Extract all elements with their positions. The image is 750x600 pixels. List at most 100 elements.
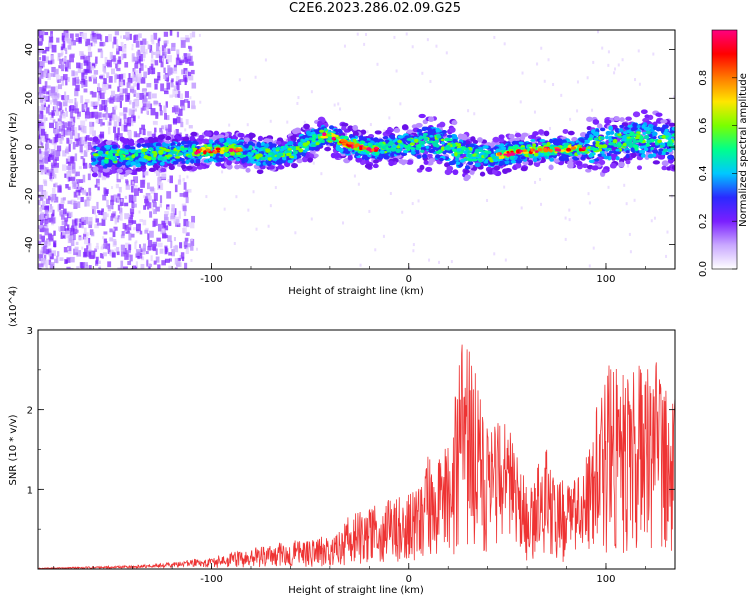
heatmap-cell	[176, 116, 181, 124]
heatmap-cell	[168, 67, 173, 75]
heatmap-cell	[80, 262, 86, 269]
heatmap-cell	[388, 160, 395, 167]
heatmap-cell	[97, 95, 100, 101]
heatmap-cell	[60, 234, 64, 239]
heatmap-cell	[628, 139, 633, 142]
heatmap-cell	[626, 164, 629, 168]
heatmap-cell	[115, 74, 121, 79]
heatmap-cell	[442, 151, 447, 155]
heatmap-cell	[421, 126, 427, 132]
heatmap-cell	[438, 260, 441, 264]
heatmap-cell	[78, 166, 82, 170]
heatmap-cell	[123, 124, 128, 132]
heatmap-cell	[208, 139, 214, 143]
heatmap-cell	[667, 155, 673, 160]
heatmap-cell	[534, 180, 537, 184]
heatmap-cell	[47, 60, 53, 65]
heatmap-cell	[129, 208, 135, 215]
heatmap-cell	[157, 177, 160, 184]
heatmap-cell	[81, 78, 86, 85]
heatmap-cell	[67, 121, 73, 128]
heatmap-cell	[581, 163, 589, 169]
heatmap-cell	[395, 148, 401, 154]
heatmap-cell	[276, 140, 282, 145]
heatmap-cell	[160, 83, 165, 92]
heatmap-cell	[72, 130, 75, 136]
heatmap-cell	[474, 162, 481, 168]
heatmap-cell	[671, 165, 675, 171]
heatmap-cell	[625, 133, 630, 137]
heatmap-cell	[527, 159, 534, 166]
heatmap-cell	[192, 147, 198, 150]
heatmap-cell	[379, 150, 385, 154]
heatmap-cell	[609, 130, 615, 135]
heatmap-cell	[548, 164, 554, 171]
heatmap-cell	[204, 131, 212, 137]
heatmap-cell	[44, 56, 49, 63]
heatmap-cell	[173, 105, 179, 112]
heatmap-cell	[190, 258, 193, 262]
heatmap-cell	[83, 79, 88, 87]
heatmap-cell	[185, 247, 189, 254]
heatmap-cell	[47, 70, 50, 74]
heatmap-cell	[426, 38, 429, 42]
heatmap-cell	[111, 213, 116, 218]
heatmap-cell	[146, 92, 150, 97]
heatmap-cell	[493, 35, 496, 39]
heatmap-cell	[82, 251, 87, 258]
heatmap-cell	[184, 128, 187, 132]
heatmap-cell	[70, 116, 76, 123]
heatmap-cell	[133, 131, 138, 138]
heatmap-cell	[103, 154, 108, 157]
heatmap-cell	[83, 57, 87, 64]
heatmap-cell	[91, 172, 98, 178]
heatmap-cell	[102, 168, 110, 173]
heatmap-cell	[120, 250, 125, 257]
heatmap-cell	[586, 116, 593, 122]
heatmap-cell	[45, 95, 48, 100]
heatmap-cell	[74, 218, 78, 226]
heatmap-cell	[553, 141, 560, 147]
heatmap-cell	[446, 134, 453, 139]
heatmap-cell	[650, 147, 654, 151]
heatmap-cell	[601, 153, 606, 157]
heatmap-cell	[608, 125, 613, 131]
heatmap-cell	[290, 163, 298, 169]
heatmap-cell	[601, 168, 608, 174]
heatmap-cell	[118, 186, 122, 193]
heatmap-cell	[328, 125, 335, 130]
heatmap-cell	[84, 99, 90, 104]
heatmap-cell	[418, 140, 423, 145]
heatmap-cell	[148, 167, 157, 172]
heatmap-cell	[117, 215, 121, 220]
heatmap-cell	[56, 101, 61, 106]
heatmap-cell	[89, 121, 93, 126]
heatmap-cell	[191, 82, 197, 89]
heatmap-cell	[173, 220, 176, 224]
heatmap-cell	[127, 146, 134, 150]
heatmap-cell	[263, 143, 270, 148]
heatmap-cell	[66, 171, 72, 180]
heatmap-cell	[39, 267, 42, 269]
heatmap-cell	[439, 157, 444, 162]
heatmap-cell	[444, 137, 449, 142]
heatmap-cell	[72, 77, 76, 86]
heatmap-cell	[428, 158, 436, 163]
heatmap-cell	[552, 82, 555, 86]
heatmap-cell	[452, 169, 459, 176]
heatmap-cell	[155, 111, 159, 119]
heatmap-cell	[149, 66, 153, 75]
heatmap-cell	[634, 78, 637, 82]
heatmap-cell	[549, 126, 552, 130]
heatmap-cell	[125, 88, 128, 96]
heatmap-cell	[421, 153, 428, 159]
heatmap-cell	[129, 214, 133, 220]
heatmap-cell	[64, 33, 69, 40]
heatmap-cell	[184, 237, 189, 242]
heatmap-cell	[92, 37, 97, 43]
heatmap-cell	[667, 137, 672, 141]
heatmap-cell	[91, 205, 96, 210]
heatmap-cell	[70, 53, 75, 58]
heatmap-cell	[62, 230, 66, 236]
heatmap-cell	[140, 40, 143, 45]
